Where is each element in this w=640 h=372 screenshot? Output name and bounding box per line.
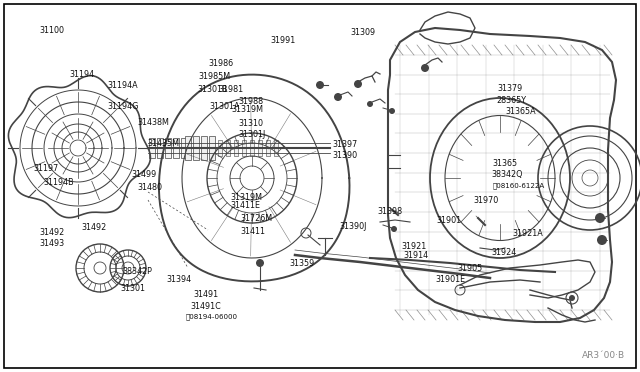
Text: 31301: 31301	[120, 284, 145, 293]
Bar	[266, 140, 270, 156]
Text: 31905: 31905	[458, 264, 483, 273]
Circle shape	[391, 226, 397, 232]
Text: 31480: 31480	[138, 183, 163, 192]
Text: 31492: 31492	[82, 223, 107, 232]
Circle shape	[367, 101, 373, 107]
Text: 38342Q: 38342Q	[492, 170, 523, 179]
Text: 31194A: 31194A	[108, 81, 138, 90]
Bar	[242, 140, 246, 156]
Text: 31390: 31390	[333, 151, 358, 160]
Text: 31394: 31394	[166, 275, 191, 284]
Bar	[181, 138, 187, 158]
Text: 31309: 31309	[351, 28, 376, 37]
Text: 31194G: 31194G	[108, 102, 139, 110]
Circle shape	[597, 235, 607, 245]
Text: 31491C: 31491C	[191, 302, 221, 311]
Text: 31301B: 31301B	[197, 85, 228, 94]
Bar	[258, 140, 262, 156]
Circle shape	[354, 80, 362, 88]
Bar	[218, 140, 222, 156]
Text: 31411: 31411	[240, 227, 265, 236]
Text: AR3´00·B: AR3´00·B	[582, 350, 625, 359]
Circle shape	[595, 213, 605, 223]
Bar	[157, 138, 163, 158]
Text: 31398: 31398	[378, 207, 403, 216]
Text: 31301J: 31301J	[238, 130, 266, 139]
Text: 31197: 31197	[33, 164, 58, 173]
Bar	[201, 136, 207, 160]
Circle shape	[389, 108, 395, 114]
Text: 31726M: 31726M	[240, 214, 272, 223]
Bar	[149, 138, 155, 158]
Text: 31924: 31924	[492, 248, 516, 257]
Text: 31499: 31499	[131, 170, 156, 179]
Text: 31100: 31100	[40, 26, 65, 35]
Text: 31988: 31988	[238, 97, 263, 106]
Text: 31970: 31970	[474, 196, 499, 205]
Bar	[185, 136, 191, 160]
Text: 31359: 31359	[289, 259, 314, 268]
Text: 31397: 31397	[333, 140, 358, 149]
Text: 38342P: 38342P	[123, 267, 153, 276]
Text: 31194: 31194	[69, 70, 94, 79]
Text: 31365A: 31365A	[506, 107, 536, 116]
Text: 31319M: 31319M	[230, 193, 262, 202]
Text: 31365: 31365	[493, 159, 518, 168]
Bar	[193, 136, 199, 160]
Bar	[226, 140, 230, 156]
Bar	[234, 140, 238, 156]
Text: 31491: 31491	[193, 290, 218, 299]
Text: 31901E: 31901E	[435, 275, 465, 284]
Text: 31921: 31921	[402, 242, 427, 251]
Text: 31301A: 31301A	[210, 102, 241, 110]
Text: 31411E: 31411E	[230, 201, 260, 210]
Circle shape	[256, 259, 264, 267]
Text: 31435M: 31435M	[147, 140, 179, 148]
Text: 31310: 31310	[238, 119, 263, 128]
Text: 31991: 31991	[270, 36, 295, 45]
Text: 31914: 31914	[403, 251, 428, 260]
Text: 31194B: 31194B	[44, 178, 74, 187]
Text: 31986: 31986	[208, 59, 233, 68]
Bar	[209, 136, 215, 160]
Text: 31493: 31493	[40, 239, 65, 248]
Circle shape	[421, 64, 429, 72]
Bar	[250, 140, 254, 156]
Circle shape	[569, 295, 575, 301]
Text: 31985M: 31985M	[198, 72, 230, 81]
Text: 31492: 31492	[40, 228, 65, 237]
Text: 28365Y: 28365Y	[496, 96, 526, 105]
Bar	[173, 138, 179, 158]
Text: 31390J: 31390J	[339, 222, 367, 231]
Text: Ⓑ08160-6122A: Ⓑ08160-6122A	[493, 182, 545, 189]
Bar	[274, 140, 278, 156]
Text: 31901: 31901	[436, 216, 461, 225]
Text: 31921A: 31921A	[512, 229, 543, 238]
Bar	[165, 138, 171, 158]
Text: 31319M: 31319M	[232, 105, 264, 114]
Text: Ⓑ08194-06000: Ⓑ08194-06000	[186, 314, 237, 320]
Text: 31981: 31981	[219, 85, 244, 94]
Text: 31379: 31379	[498, 84, 523, 93]
Text: 31438M: 31438M	[138, 118, 170, 126]
Circle shape	[334, 93, 342, 101]
Circle shape	[316, 81, 324, 89]
